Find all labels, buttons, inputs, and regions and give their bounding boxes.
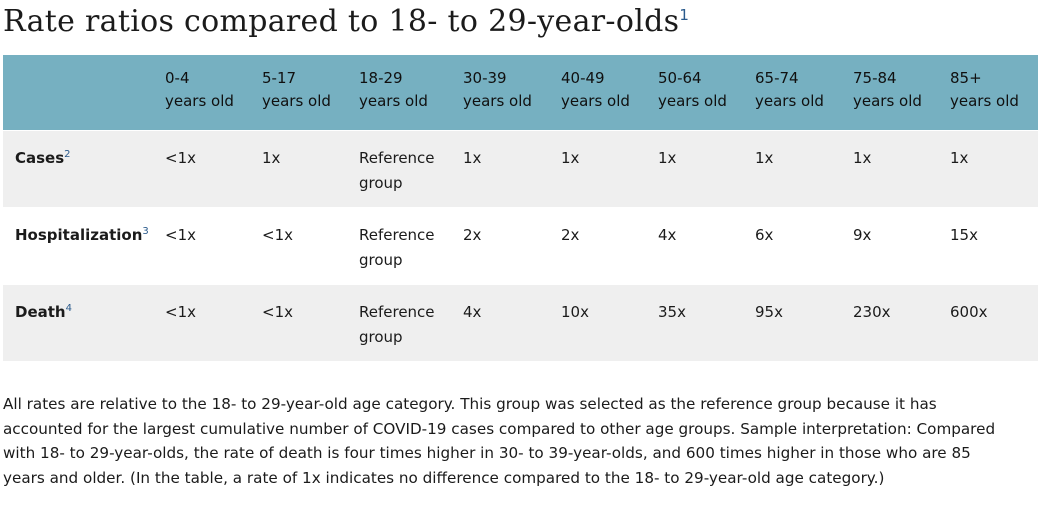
table-cell: <1x xyxy=(165,302,196,321)
table-cell: 1x xyxy=(658,148,677,167)
table-cell: <1x xyxy=(165,225,196,244)
row-label: Cases xyxy=(15,148,65,167)
table-cell: <1x xyxy=(262,302,293,321)
table-header-row: 0-4 years old 5-17 years old 18-29 years ol… xyxy=(3,55,1038,130)
column-header-5-17: 5-17 years old xyxy=(262,55,359,130)
header-corner-cell xyxy=(3,55,165,130)
column-header-line2: years old xyxy=(165,92,234,110)
column-header-18-29: 18-29 years old xyxy=(359,55,463,130)
reference-line1: Reference xyxy=(359,302,435,321)
column-header-line2: years old xyxy=(359,92,428,110)
table-cell: 9x xyxy=(853,225,872,244)
table-cell: 2x xyxy=(561,225,580,244)
table-cell: <1x xyxy=(262,225,293,244)
table-cell: 230x xyxy=(853,302,891,321)
table-cell: 600x xyxy=(950,302,988,321)
table-footnote: All rates are relative to the 18- to 29-… xyxy=(3,395,996,487)
table-cell: <1x xyxy=(165,148,196,167)
row-footnote-ref[interactable]: 4 xyxy=(65,302,72,314)
row-label: Hospitalization xyxy=(15,225,143,244)
column-header-line1: 5-17 xyxy=(262,69,297,87)
table-cell: 10x xyxy=(561,302,589,321)
title-text: Rate ratios compared to 18- to 29-year-o… xyxy=(3,4,680,39)
column-header-line2: years old xyxy=(561,92,630,110)
row-label: Death xyxy=(15,302,66,321)
column-header-line1: 65-74 xyxy=(755,69,799,87)
table-cell: 15x xyxy=(950,225,978,244)
column-header-line2: years old xyxy=(950,92,1019,110)
table-cell: 1x xyxy=(561,148,580,167)
reference-line1: Reference xyxy=(359,148,435,167)
table-cell: 1x xyxy=(463,148,482,167)
table-row-cases: Cases2 <1x 1x Reference group 1x 1x 1x 1x… xyxy=(3,130,1038,207)
column-header-75-84: 75-84 years old xyxy=(853,55,950,130)
column-header-line2: years old xyxy=(755,92,824,110)
table-cell: 6x xyxy=(755,225,774,244)
title-footnote-ref[interactable]: 1 xyxy=(679,6,690,24)
column-header-line2: years old xyxy=(262,92,331,110)
column-header-line2: years old xyxy=(463,92,532,110)
row-footnote-ref[interactable]: 3 xyxy=(142,225,149,237)
reference-line2: group xyxy=(359,327,403,346)
table-cell: 2x xyxy=(463,225,482,244)
reference-line2: group xyxy=(359,173,403,192)
table-cell: 1x xyxy=(755,148,774,167)
table-row-hospitalization: Hospitalization3 <1x <1x Reference group … xyxy=(3,207,1038,284)
column-header-line1: 40-49 xyxy=(561,69,605,87)
rate-ratio-table: 0-4 years old 5-17 years old 18-29 years ol… xyxy=(3,55,1038,361)
column-header-50-64: 50-64 years old xyxy=(658,55,755,130)
reference-line1: Reference xyxy=(359,225,435,244)
page-title: Rate ratios compared to 18- to 29-year-o… xyxy=(3,2,689,42)
table-cell: 1x xyxy=(262,148,281,167)
column-header-line1: 85+ xyxy=(950,69,982,87)
table-cell: 4x xyxy=(463,302,482,321)
column-header-85-plus: 85+ years old xyxy=(950,55,1038,130)
column-header-line2: years old xyxy=(853,92,922,110)
table-row-death: Death4 <1x <1x Reference group 4x 10x 35x… xyxy=(3,284,1038,361)
column-header-40-49: 40-49 years old xyxy=(561,55,658,130)
column-header-line1: 0-4 xyxy=(165,69,190,87)
table-cell: 35x xyxy=(658,302,686,321)
reference-group-cell: Reference group xyxy=(359,284,463,361)
table-cell: 1x xyxy=(853,148,872,167)
table-cell: 95x xyxy=(755,302,783,321)
row-header-death: Death4 xyxy=(3,284,165,361)
column-header-line1: 18-29 xyxy=(359,69,403,87)
table-cell: 1x xyxy=(950,148,969,167)
column-header-line2: years old xyxy=(658,92,727,110)
reference-group-cell: Reference group xyxy=(359,207,463,284)
column-header-30-39: 30-39 years old xyxy=(463,55,561,130)
column-header-0-4: 0-4 years old xyxy=(165,55,262,130)
row-footnote-ref[interactable]: 2 xyxy=(64,148,71,160)
table-cell: 4x xyxy=(658,225,677,244)
reference-line2: group xyxy=(359,250,403,269)
column-header-65-74: 65-74 years old xyxy=(755,55,853,130)
row-header-hospitalization: Hospitalization3 xyxy=(3,207,165,284)
column-header-line1: 50-64 xyxy=(658,69,702,87)
row-header-cases: Cases2 xyxy=(3,130,165,207)
column-header-line1: 75-84 xyxy=(853,69,897,87)
reference-group-cell: Reference group xyxy=(359,130,463,207)
column-header-line1: 30-39 xyxy=(463,69,507,87)
